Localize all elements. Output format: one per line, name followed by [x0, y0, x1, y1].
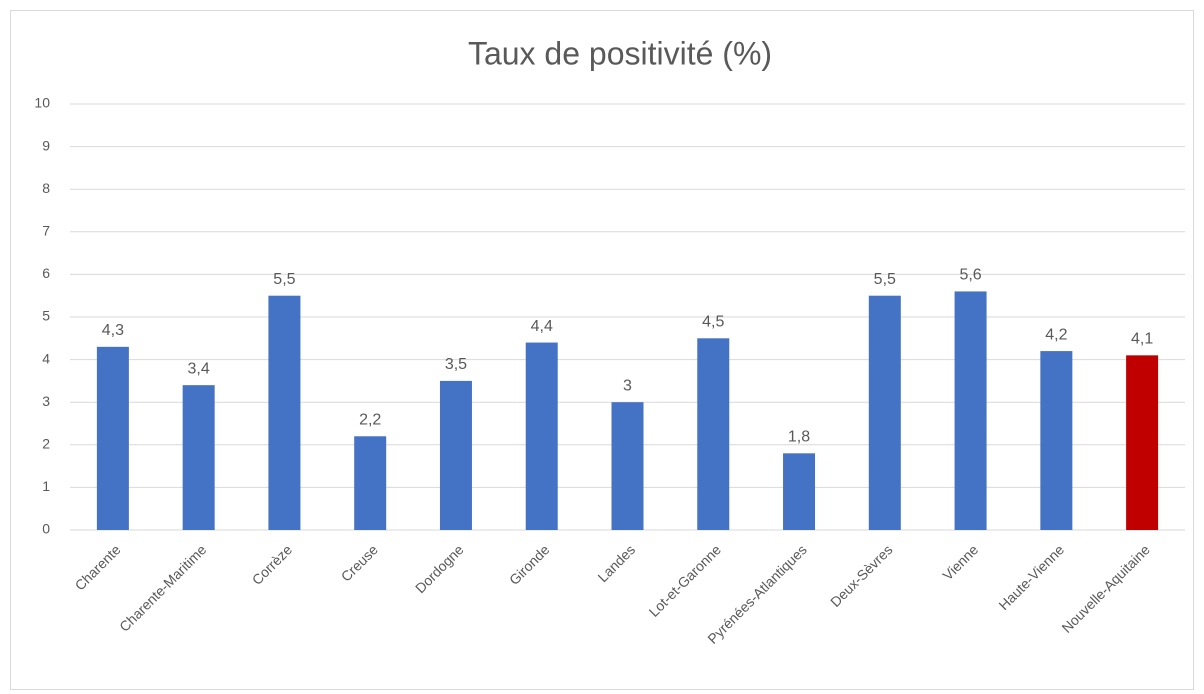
bar: [354, 436, 387, 530]
value-label: 4,5: [702, 314, 724, 331]
y-tick-label: 10: [34, 95, 50, 111]
y-tick-label: 5: [42, 308, 50, 324]
value-label: 5,5: [874, 271, 896, 288]
bar: [954, 291, 987, 530]
value-label: 3: [623, 377, 632, 394]
value-label: 4,1: [1131, 331, 1153, 348]
value-label: 4,3: [102, 322, 124, 339]
value-label: 2,2: [359, 411, 381, 428]
y-tick-label: 2: [42, 436, 50, 452]
bar: [96, 346, 129, 530]
y-tick-label: 8: [42, 180, 50, 196]
bar: [1126, 355, 1159, 530]
y-tick-label: 0: [42, 521, 50, 537]
y-tick-label: 6: [42, 265, 50, 281]
y-tick-label: 1: [42, 478, 50, 494]
chart-title: Taux de positivité (%): [468, 35, 772, 71]
bar: [439, 380, 472, 530]
bar: [783, 453, 816, 530]
bar: [268, 295, 301, 530]
chart-border: [10, 10, 1194, 690]
value-label: 5,5: [273, 271, 295, 288]
y-tick-label: 9: [42, 137, 50, 153]
bar: [697, 338, 730, 530]
bar: [868, 295, 901, 530]
y-tick-label: 3: [42, 393, 50, 409]
bar: [182, 385, 215, 530]
y-tick-label: 4: [42, 350, 50, 366]
value-label: 5,6: [959, 267, 981, 284]
value-label: 1,8: [788, 429, 810, 446]
bar: [525, 342, 558, 530]
y-tick-label: 7: [42, 223, 50, 239]
value-label: 3,4: [188, 360, 210, 377]
value-label: 4,4: [531, 318, 553, 335]
bar: [611, 402, 644, 530]
bar: [1040, 351, 1073, 530]
value-label: 4,2: [1045, 326, 1067, 343]
value-label: 3,5: [445, 356, 467, 373]
